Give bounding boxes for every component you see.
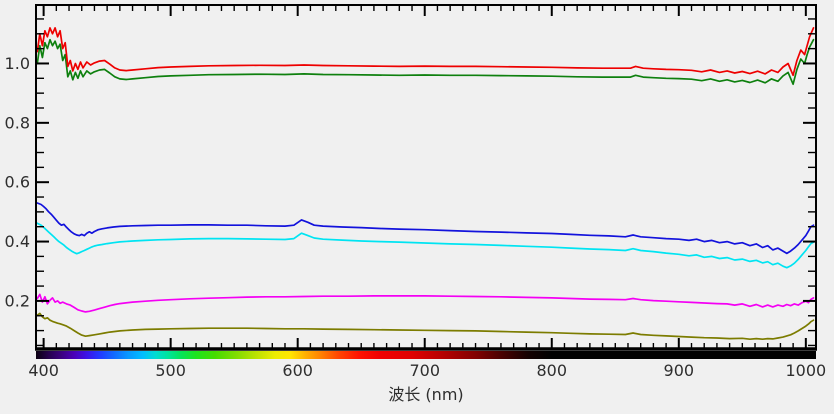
- series-lines: [36, 27, 815, 341]
- series-line-red: [36, 27, 815, 77]
- x-tick-label: 900: [664, 361, 695, 380]
- colorbar-strip: [36, 351, 816, 359]
- x-axis-title: 波长 (nm): [388, 385, 463, 404]
- plot-border: [35, 4, 817, 350]
- axis-tick-labels: 400 500 600 700 800 900 1000 0.2 0.4 0.6 0.8 1.0: [5, 54, 827, 380]
- x-tick-label: 400: [28, 361, 59, 380]
- series-line-magenta: [36, 293, 815, 313]
- y-tick-label: 0.4: [5, 232, 30, 251]
- series-line-green: [36, 38, 815, 86]
- x-tick-label: 600: [282, 361, 313, 380]
- series-line-olive: [36, 312, 815, 341]
- series-line-blue: [36, 202, 815, 255]
- y-tick-label: 0.2: [5, 291, 30, 310]
- x-tick-label: 500: [155, 361, 186, 380]
- x-tick-label: 800: [536, 361, 567, 380]
- y-tick-label: 0.6: [5, 173, 30, 192]
- x-tick-label: 1000: [785, 361, 826, 380]
- y-tick-label: 1.0: [5, 54, 30, 73]
- wavelength-colorbar: [36, 351, 816, 359]
- x-tick-label: 700: [409, 361, 440, 380]
- plot-frame: [35, 4, 817, 351]
- series-line-cyan: [36, 222, 815, 269]
- y-tick-label: 0.8: [5, 113, 30, 132]
- axis-ticks: [37, 6, 815, 348]
